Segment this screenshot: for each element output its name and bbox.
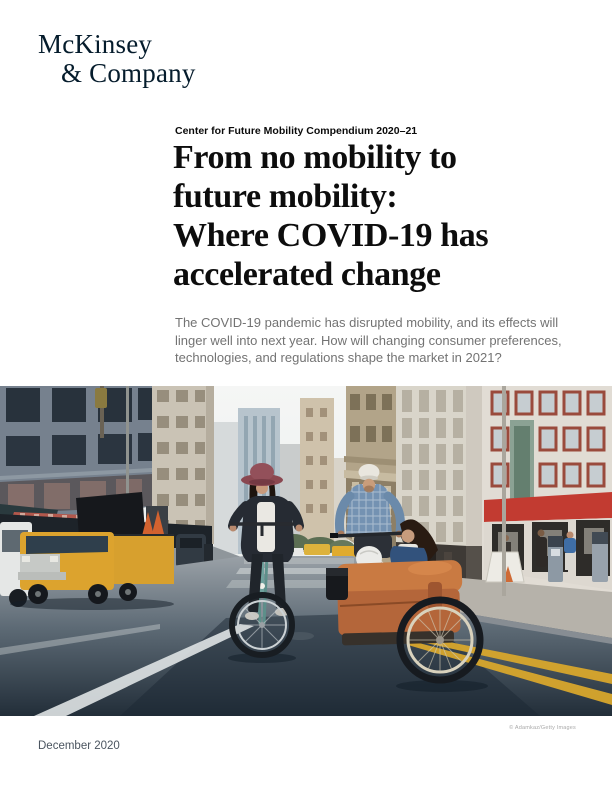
photo-credit: © Adamkaz/Getty Images (509, 725, 576, 731)
traffic-light (95, 388, 107, 408)
title-line-1: From no mobility to (173, 139, 457, 176)
double-yellow-line (400, 638, 612, 705)
logo-line-1: McKinsey (38, 29, 153, 59)
traffic-cone (142, 512, 154, 536)
yellow-bus (304, 544, 330, 555)
distant-car (294, 548, 303, 555)
parked-scooter (204, 544, 213, 572)
child-face (401, 529, 415, 543)
red-frame-windows (490, 390, 606, 488)
street-scene-illustration (0, 386, 612, 716)
street-pole (502, 386, 506, 596)
traffic-light-pole (100, 386, 104, 438)
street-pole (126, 386, 129, 510)
truck-windows (26, 536, 108, 554)
bike-headlamp (259, 583, 265, 589)
maroon-hat-crown (250, 463, 274, 481)
series-eyebrow: Center for Future Mobility Compendium 20… (175, 125, 418, 137)
parking-kiosk (548, 536, 563, 582)
pedestrian (428, 548, 436, 572)
head-tube (428, 582, 442, 610)
title-line-3: Where COVID-19 has (173, 217, 489, 254)
plaid-pattern (346, 484, 392, 534)
beard (364, 485, 374, 493)
yellow-utility-truck (10, 492, 174, 610)
white-shirt (257, 502, 275, 552)
shoe (245, 612, 259, 620)
mckinsey-logo: McKinsey & Company (38, 30, 196, 88)
pedestrian (537, 529, 545, 537)
handlebar (335, 531, 407, 538)
cargo-front-wheel (396, 596, 484, 684)
arm (335, 491, 355, 537)
publication-date: December 2020 (38, 740, 120, 752)
front-wheel (229, 592, 295, 658)
parking-kiosk (592, 532, 608, 582)
report-title: From no mobility to future mobility: Whe… (173, 138, 489, 294)
red-sign-band (484, 492, 612, 522)
white-lane-line (34, 624, 254, 716)
report-subtitle: The COVID-19 pandemic has disrupted mobi… (175, 315, 562, 366)
cover-photo (0, 386, 612, 716)
woman-cyclist (228, 463, 304, 663)
logo-line-2: & Company (61, 58, 196, 88)
pedestrian-blue-shirt (566, 531, 574, 539)
title-line-4: accelerated change (173, 256, 441, 293)
traffic-cone (152, 510, 164, 534)
title-line-2: future mobility: (173, 178, 398, 215)
cargo-bike-rider (326, 464, 488, 692)
